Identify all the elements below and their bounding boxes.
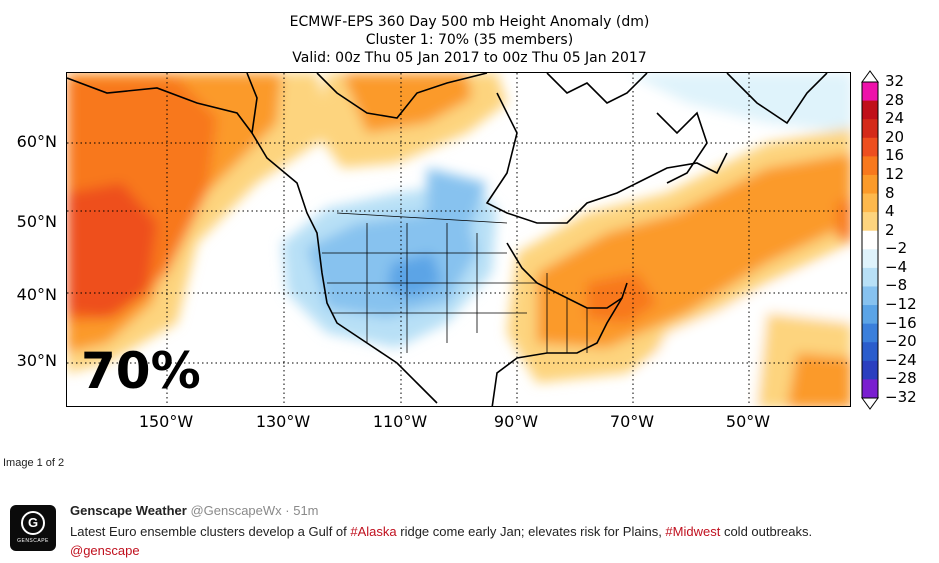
genscape-logo-icon: G	[21, 511, 45, 535]
author-name[interactable]: Genscape Weather	[70, 503, 187, 518]
lat-label: 30°N	[16, 351, 57, 370]
graticule	[67, 73, 850, 406]
colorbar-swatch	[862, 379, 878, 399]
avatar-name: GENSCAPE	[17, 538, 49, 544]
avatar[interactable]: G GENSCAPE	[10, 505, 56, 551]
lon-label: 90°W	[493, 412, 539, 431]
colorbar-extend-top	[861, 70, 879, 83]
lat-label: 40°N	[16, 285, 57, 304]
colorbar-label: −8	[885, 276, 908, 295]
colorbar-swatch	[862, 249, 878, 269]
colorbar-label: −2	[885, 239, 908, 258]
figure-valid-time: Valid: 00z Thu 05 Jan 2017 to 00z Thu 05…	[292, 50, 647, 66]
colorbar-swatch	[862, 137, 878, 157]
tweet-text-part: Latest Euro ensemble clusters develop a …	[70, 524, 351, 539]
colorbar-swatch	[862, 174, 878, 195]
tweet-text-part: ridge come early Jan; elevates risk for …	[396, 524, 666, 539]
colorbar-swatch	[862, 267, 878, 287]
colorbar-swatch	[862, 100, 878, 120]
colorbar-label: 2	[885, 220, 895, 239]
figure-title: ECMWF-EPS 360 Day 500 mb Height Anomaly …	[289, 14, 650, 30]
tweet-text-part: cold outbreaks.	[720, 524, 813, 539]
anomaly-map: 70%	[66, 72, 851, 407]
lon-label: 110°W	[372, 412, 428, 431]
lon-label: 130°W	[255, 412, 311, 431]
colorbar-label: −16	[885, 313, 917, 332]
colorbar-frame	[861, 81, 879, 399]
colorbar	[861, 70, 879, 410]
lon-label: 50°W	[725, 412, 771, 431]
colorbar-label: −28	[885, 369, 917, 388]
colorbar-label: 20	[885, 127, 905, 146]
colorbar-label: 28	[885, 90, 905, 109]
state-borders	[322, 212, 588, 353]
colorbar-swatch	[862, 156, 878, 176]
cluster-percent-overlay: 70%	[81, 342, 201, 400]
colorbar-label: 12	[885, 164, 905, 183]
hashtag-midwest[interactable]: #Midwest	[665, 524, 721, 539]
colorbar-swatch	[862, 119, 878, 139]
colorbar-label: 32	[885, 72, 905, 90]
lat-label: 60°N	[16, 132, 57, 151]
coastlines	[67, 73, 828, 406]
colorbar-swatch	[862, 230, 878, 250]
lon-label: 150°W	[138, 412, 194, 431]
handle-time[interactable]: @GenscapeWx · 51m	[190, 503, 319, 518]
colorbar-label: 4	[885, 202, 895, 221]
colorbar-swatch	[862, 305, 878, 325]
colorbar-swatch	[862, 286, 878, 306]
figure-subtitle: Cluster 1: 70% (35 members)	[365, 32, 574, 48]
colorbar-swatch	[862, 212, 878, 232]
tweet-text: Latest Euro ensemble clusters develop a …	[70, 522, 930, 560]
colorbar-label: 16	[885, 146, 905, 165]
lat-label: 50°N	[16, 212, 57, 231]
colorbar-label: 24	[885, 109, 905, 128]
colorbar-label: −20	[885, 332, 917, 351]
colorbar-label: 8	[885, 183, 895, 202]
mention-genscape[interactable]: @genscape	[70, 543, 140, 558]
colorbar-swatch	[862, 82, 878, 102]
lon-label: 70°W	[609, 412, 655, 431]
colorbar-label: −12	[885, 295, 917, 314]
anomaly-field	[67, 73, 850, 406]
colorbar-swatch	[862, 342, 878, 362]
hashtag-alaska[interactable]: #Alaska	[350, 524, 397, 539]
colorbar-label: −24	[885, 350, 917, 369]
colorbar-label: −4	[885, 257, 908, 276]
colorbar-swatch	[862, 323, 878, 343]
image-counter: Image 1 of 2	[3, 457, 65, 469]
colorbar-swatch	[862, 360, 878, 380]
tweet-header: Genscape Weather @GenscapeWx · 51m	[70, 503, 319, 518]
colorbar-label: −32	[885, 388, 917, 406]
colorbar-swatch	[862, 193, 878, 213]
colorbar-extend-bottom	[861, 397, 879, 410]
